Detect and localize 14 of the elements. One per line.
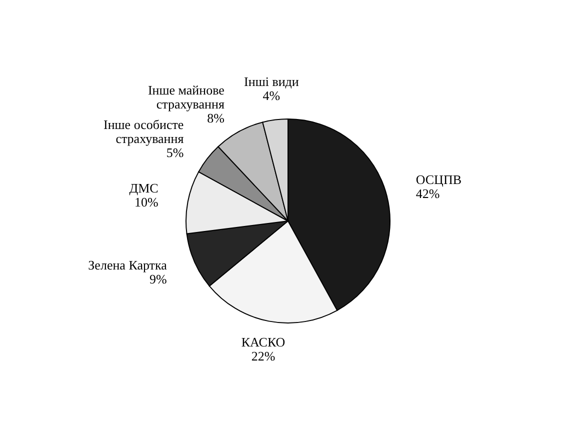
slice-label: ДМС [129, 180, 158, 196]
data-label: 8% [207, 110, 225, 126]
slice-label: КАСКО [241, 334, 286, 350]
data-label: 22% [251, 348, 276, 364]
data-label: 9% [150, 271, 168, 286]
slice-label: Інші види [244, 74, 299, 90]
slice-label: Інше особисте страхування [103, 117, 184, 146]
slice-label: Зелена Картка [88, 257, 168, 272]
data-label: 10% [134, 194, 158, 210]
data-label: 5% [166, 145, 184, 160]
slice-label: Інше майнове страхування [148, 82, 225, 112]
slice-label: ОСЦПВ [416, 172, 462, 188]
data-label: 4% [262, 88, 280, 104]
data-label: 42% [416, 186, 440, 202]
